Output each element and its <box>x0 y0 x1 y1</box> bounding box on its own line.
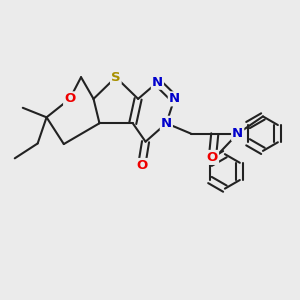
Text: O: O <box>136 159 147 172</box>
Text: S: S <box>111 71 121 84</box>
Text: N: N <box>169 92 180 105</box>
Text: N: N <box>161 117 172 130</box>
Text: N: N <box>232 127 243 140</box>
Text: O: O <box>64 92 75 105</box>
Text: O: O <box>207 151 218 164</box>
Text: N: N <box>152 76 163 89</box>
